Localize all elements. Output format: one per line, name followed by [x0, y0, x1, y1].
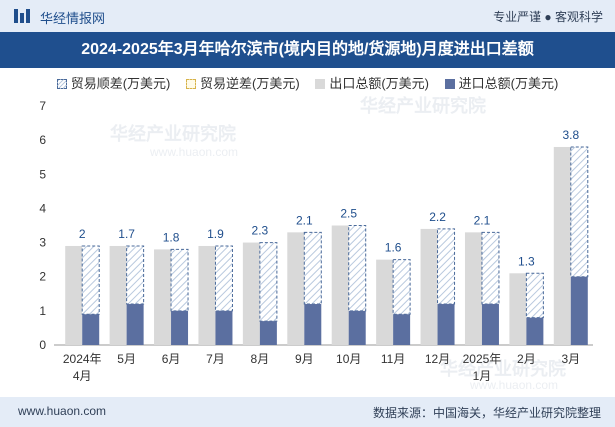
- surplus-bar-9: [481, 231, 500, 305]
- surplus-bar-11: [570, 146, 589, 278]
- legend-import-label: 进口总额(万美元): [458, 76, 559, 91]
- data-label-0: 2: [79, 227, 86, 241]
- tagline: 专业严谨 ● 客观科学: [493, 10, 603, 24]
- surplus-bar-10: [525, 272, 544, 319]
- data-label-6: 2.5: [340, 207, 357, 221]
- legend-export-label: 出口总额(万美元): [329, 76, 429, 91]
- x-tick-label-0: 2024年: [63, 352, 102, 366]
- import-bar-6: [348, 310, 366, 345]
- import-bar-2: [171, 310, 189, 345]
- legend-deficit-label: 贸易逆差(万美元): [200, 76, 300, 91]
- export-bar-7: [376, 259, 394, 345]
- surplus-bar-4: [259, 242, 278, 322]
- data-label-10: 1.3: [518, 254, 535, 268]
- legend-deficit: 贸易逆差(万美元): [186, 73, 300, 92]
- export-bar-10: [509, 273, 527, 345]
- y-tick-label-7: 7: [39, 99, 46, 113]
- chart-title: 2024-2025年3月年哈尔滨市(境内目的地/货源地)月度进出口差额: [0, 32, 615, 68]
- surplus-bar-1: [126, 245, 145, 305]
- surplus-bar-2: [170, 248, 189, 312]
- legend-surplus-label: 贸易顺差(万美元): [70, 76, 171, 91]
- watermark-url-3: www.huaon.com: [470, 378, 559, 392]
- footer: www.huaon.com 数据来源：中国海关，华经产业研究院整理: [0, 397, 615, 427]
- data-label-11: 3.8: [562, 128, 579, 142]
- surplus-bar-3: [214, 245, 233, 312]
- x-tick-label-0-line2: 4月: [73, 369, 92, 383]
- x-tick-label-9-line2: 1月: [473, 369, 492, 383]
- data-label-7: 1.6: [385, 241, 402, 255]
- watermark-3: 华经产业研究院: [440, 359, 566, 379]
- footer-website: www.huaon.com: [18, 404, 107, 418]
- y-tick-label-5: 5: [39, 167, 46, 181]
- legend-import: 进口总额(万美元): [444, 73, 559, 92]
- data-label-8: 2.2: [429, 210, 446, 224]
- legend-surplus: 贸易顺差(万美元): [56, 73, 171, 92]
- import-bar-7: [393, 314, 411, 345]
- import-bar-0: [82, 314, 100, 345]
- y-tick-label-1: 1: [39, 304, 46, 318]
- x-tick-label-9: 2025年: [463, 352, 502, 366]
- x-tick-label-5: 9月: [295, 352, 314, 366]
- import-bar-9: [481, 304, 499, 345]
- x-tick-label-3: 7月: [206, 352, 225, 366]
- x-tick-label-1: 5月: [117, 352, 136, 366]
- x-tick-label-6: 10月: [336, 352, 361, 366]
- legend-deficit-swatch: [186, 79, 197, 89]
- data-label-9: 2.1: [474, 213, 491, 227]
- import-bar-11: [570, 276, 588, 345]
- legend-export-swatch: [315, 79, 326, 89]
- export-bar-3: [198, 245, 216, 345]
- top-bar: 华经情报网 专业严谨 ● 客观科学: [0, 0, 615, 32]
- data-label-3: 1.9: [207, 227, 224, 241]
- x-tick-label-7: 11月: [381, 352, 405, 366]
- import-bar-5: [304, 304, 322, 345]
- import-bar-3: [215, 310, 233, 345]
- surplus-bar-5: [303, 231, 322, 305]
- watermark-url-1: www.huaon.com: [150, 145, 239, 159]
- legend-export: 出口总额(万美元): [315, 73, 429, 92]
- surplus-bar-7: [392, 259, 411, 315]
- data-label-4: 2.3: [252, 224, 269, 238]
- import-bar-4: [259, 321, 277, 345]
- surplus-bar-8: [437, 228, 456, 305]
- watermark-2: 华经产业研究院: [360, 96, 486, 116]
- legend-import-swatch: [444, 79, 455, 89]
- x-tick-label-2: 6月: [162, 352, 181, 366]
- y-tick-label-6: 6: [39, 133, 46, 147]
- x-tick-label-8: 12月: [425, 352, 450, 366]
- import-bar-1: [126, 304, 144, 345]
- export-bar-5: [287, 232, 305, 345]
- y-tick-label-2: 2: [39, 270, 46, 284]
- export-bar-6: [331, 225, 349, 345]
- export-bar-4: [242, 242, 260, 345]
- surplus-bar-6: [348, 225, 367, 312]
- brand-name: 华经情报网: [40, 11, 106, 26]
- export-bar-8: [420, 228, 438, 345]
- brand-logo-icon: [14, 9, 30, 23]
- y-tick-label-3: 3: [39, 236, 46, 250]
- y-tick-label-0: 0: [39, 338, 46, 352]
- footer-source: 数据来源：中国海关，华经产业研究院整理: [372, 406, 601, 420]
- y-tick-label-4: 4: [39, 201, 46, 215]
- chart-legend: 贸易顺差(万美元) 贸易逆差(万美元) 出口总额(万美元) 进口总额(万美元): [0, 73, 615, 92]
- import-bar-10: [526, 317, 544, 345]
- export-bar-0: [65, 245, 83, 345]
- export-bar-11: [553, 146, 571, 345]
- chart-area: 0 1 2 3 4 5 6 7 2 2024年 4月 1.7 5月 1.8 6月 1.9 7月 2.3 8月 2.1 9…: [39, 99, 593, 383]
- export-bar-1: [109, 245, 127, 345]
- legend-surplus-swatch: [56, 79, 67, 89]
- x-tick-label-4: 8月: [251, 352, 270, 366]
- watermark-1: 华经产业研究院: [110, 124, 236, 144]
- data-label-1: 1.7: [118, 227, 135, 241]
- x-tick-label-11: 3月: [561, 352, 580, 366]
- data-label-2: 1.8: [163, 230, 180, 244]
- export-bar-2: [154, 249, 172, 345]
- surplus-bar-0: [81, 245, 100, 315]
- x-tick-label-10: 2月: [517, 352, 536, 366]
- import-bar-8: [437, 304, 455, 345]
- export-bar-9: [464, 232, 482, 345]
- data-label-5: 2.1: [296, 213, 313, 227]
